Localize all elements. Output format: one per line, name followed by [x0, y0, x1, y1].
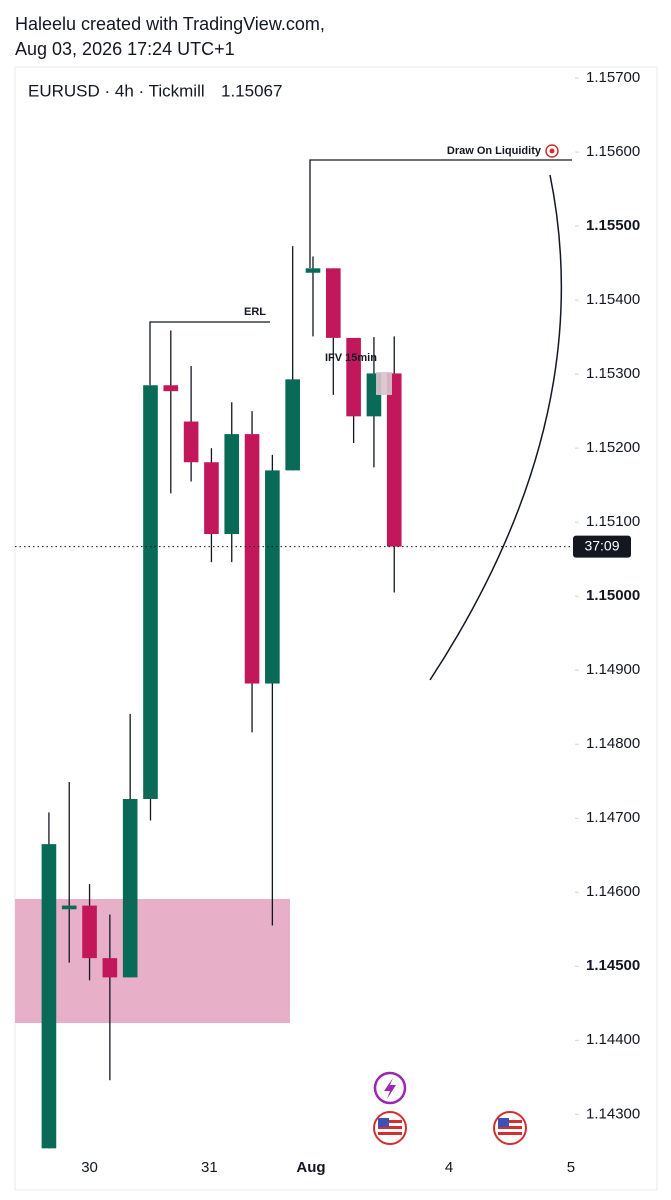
candle-body — [163, 385, 179, 392]
x-tick-label: 5 — [567, 1159, 575, 1176]
x-tick-label: 31 — [201, 1159, 218, 1176]
event-icon — [373, 1071, 407, 1105]
y-tick-label: 1.15400 — [586, 291, 640, 308]
y-tick-label: 1.14600 — [586, 883, 640, 900]
target-icon — [545, 144, 559, 158]
y-tick-label: 1.14500 — [586, 957, 640, 974]
candle-body — [386, 373, 402, 547]
erl-label: ERL — [244, 306, 266, 318]
candle-body — [143, 385, 158, 799]
y-tick-label: 1.14800 — [586, 735, 640, 752]
ifvg-box — [376, 372, 392, 395]
y-tick-label: 1.15600 — [586, 143, 640, 160]
y-tick-label: 1.15000 — [586, 587, 640, 604]
x-tick-label: 30 — [81, 1159, 98, 1176]
y-tick-label: 1.15500 — [586, 217, 640, 234]
countdown-box — [573, 535, 631, 558]
candle-body — [305, 268, 321, 273]
candle-body — [204, 462, 219, 535]
liquidity-label: Draw On Liquidity — [447, 145, 542, 157]
y-tick-label: 1.14400 — [586, 1031, 640, 1048]
candles — [41, 246, 402, 1149]
candle-body — [285, 379, 300, 471]
y-tick-label: 1.14300 — [586, 1105, 640, 1122]
y-tick-label: 1.15300 — [586, 365, 640, 382]
y-tick-label: 1.15700 — [586, 69, 640, 86]
liquidity-line — [309, 159, 572, 268]
candle-body — [61, 905, 77, 910]
chart-title: EURUSD · 4h · Tickmill — [28, 81, 205, 100]
chart-frame — [14, 66, 658, 1191]
candle-body — [346, 337, 361, 417]
candle-body — [41, 844, 57, 1149]
header-line: Aug 03, 2026 17:24 UTC+1 — [15, 39, 235, 59]
x-tick-label: 4 — [445, 1159, 453, 1176]
candle-body — [265, 470, 280, 684]
projection-arc — [429, 174, 563, 681]
candle-body — [183, 421, 199, 463]
demand-zone — [15, 899, 290, 1023]
candle-body — [82, 905, 97, 959]
erl-line — [149, 321, 270, 385]
candle-body — [244, 434, 260, 684]
x-tick-label: Aug — [296, 1159, 325, 1176]
us-flag-icon — [373, 1111, 407, 1145]
us-flag-icon — [493, 1111, 527, 1145]
y-tick-label: 1.14900 — [586, 661, 640, 678]
candle-body — [122, 798, 138, 978]
ifvg-label: IFV 15min — [325, 352, 377, 364]
countdown: 37:09 — [584, 537, 619, 553]
candle-body — [102, 958, 118, 978]
last-price: 1.15067 — [221, 81, 282, 100]
y-tick-label: 1.15200 — [586, 439, 640, 456]
candle-body — [325, 268, 341, 338]
candle-body — [224, 434, 240, 535]
y-tick-label: 1.14700 — [586, 809, 640, 826]
header-line: Haleelu created with TradingView.com, — [15, 14, 325, 34]
y-tick-label: 1.15100 — [586, 513, 640, 530]
legend-bg — [24, 80, 314, 104]
